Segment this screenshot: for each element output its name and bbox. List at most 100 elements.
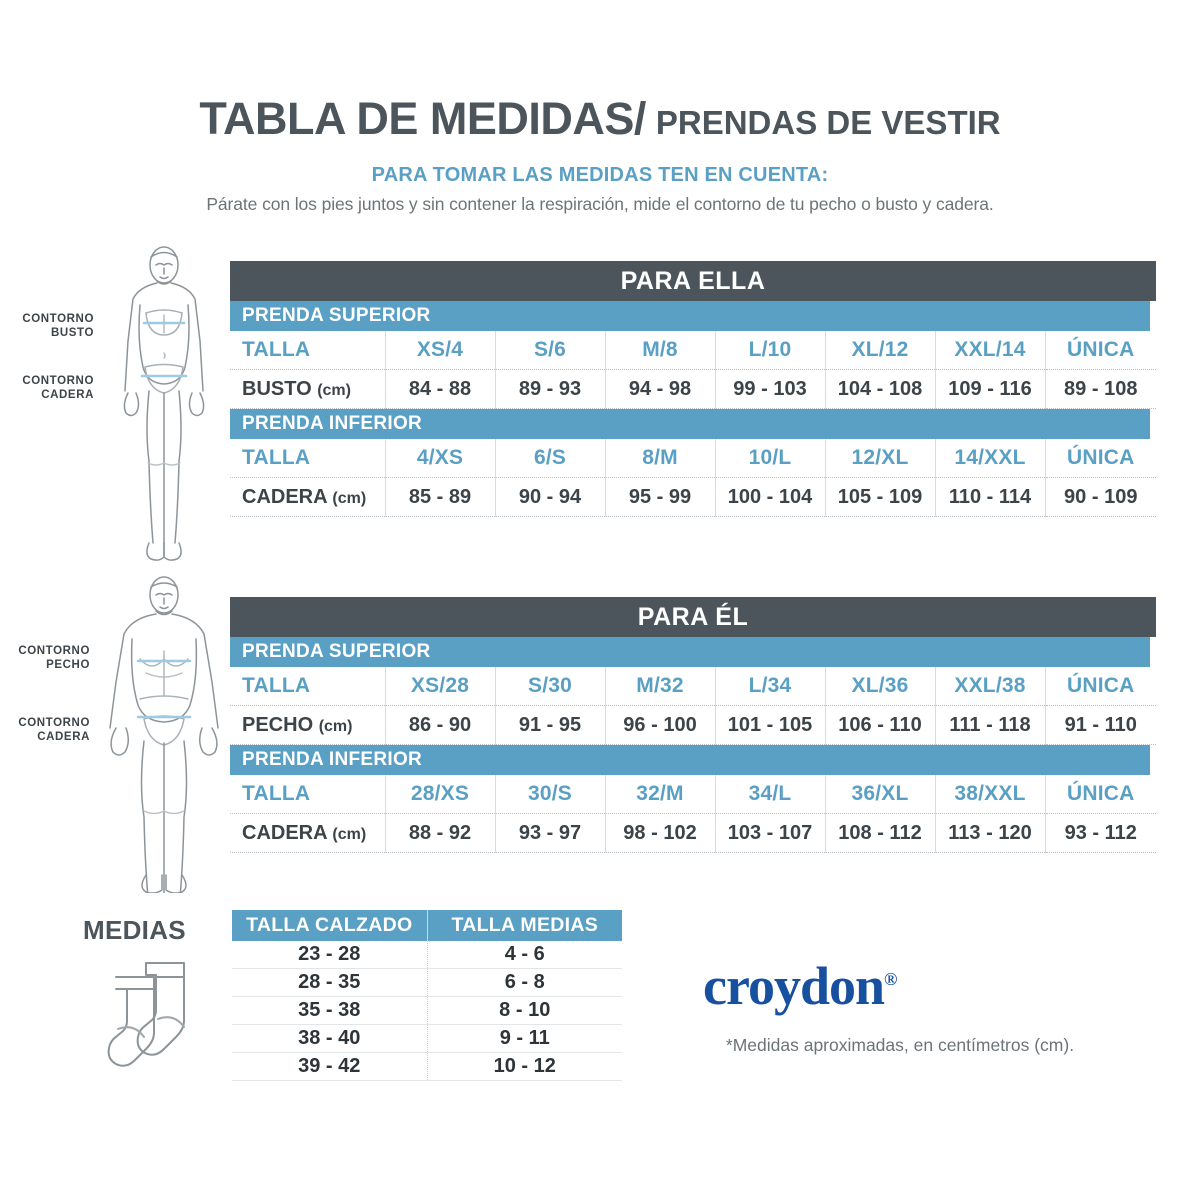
footnote-text: *Medidas aproximadas, en centímetros (cm… (725, 1035, 1075, 1055)
table-cell: 8/M (605, 439, 716, 478)
table-cell: 23 - 28 (232, 941, 428, 969)
table-cell: 4/XS (385, 439, 496, 478)
table-cell: L/10 (715, 331, 826, 370)
socks-icon-svg (107, 962, 185, 1067)
table-cell: 100 - 104 (715, 477, 826, 517)
table-cell: 98 - 102 (605, 813, 716, 853)
men-upper-section-label: PRENDA SUPERIOR (230, 637, 1150, 667)
table-row: 23 - 28 4 - 6 (232, 941, 622, 969)
table-cell: 39 - 42 (232, 1052, 428, 1081)
female-bust-label-line2: BUSTO (50, 327, 94, 340)
table-cell: 108 - 112 (825, 813, 936, 853)
page-title-sub: PRENDAS DE VESTIR (655, 104, 1001, 141)
men-size-table: PARA ÉL PRENDA SUPERIOR TALLA XS/28 S/30… (230, 597, 1156, 853)
men-table-title: PARA ÉL (230, 597, 1156, 637)
medias-header-row: TALLA CALZADO TALLA MEDIAS (232, 910, 622, 941)
table-cell: XS/28 (385, 667, 496, 706)
men-lower-meas-label: CADERA (cm) (230, 813, 386, 853)
table-cell: 38/XXL (935, 775, 1046, 814)
women-lower-grid: TALLA 4/XS 6/S 8/M 10/L 12/XL 14/XXL ÚNI… (230, 439, 1156, 517)
table-cell: 30/S (495, 775, 606, 814)
meas-name: BUSTO (242, 377, 312, 400)
table-cell: M/32 (605, 667, 716, 706)
table-cell: 8 - 10 (427, 996, 622, 1025)
table-cell: 9 - 11 (427, 1024, 622, 1053)
women-lower-meas-row: CADERA (cm) 85 - 89 90 - 94 95 - 99 100 … (230, 477, 1156, 517)
page-title-main: TABLA DE MEDIDAS/ (199, 93, 646, 144)
meas-unit: (cm) (318, 717, 353, 735)
men-lower-size-row: TALLA 28/XS 30/S 32/M 34/L 36/XL 38/XXL … (230, 775, 1156, 814)
instructions-subtitle: PARA TOMAR LAS MEDIDAS TEN EN CUENTA: (371, 164, 829, 186)
meas-name: CADERA (242, 821, 327, 844)
table-cell: 6/S (495, 439, 606, 478)
meas-name: CADERA (242, 485, 327, 508)
table-cell: 94 - 98 (605, 369, 716, 409)
table-cell: 95 - 99 (605, 477, 716, 517)
table-cell: XL/36 (825, 667, 936, 706)
men-lower-section-label: PRENDA INFERIOR (230, 745, 1150, 775)
table-cell: ÚNICA (1045, 667, 1156, 706)
registered-mark: ® (884, 969, 898, 989)
table-cell: 104 - 108 (825, 369, 936, 409)
female-body-figure (104, 243, 224, 563)
table-cell: 32/M (605, 775, 716, 814)
table-cell: 99 - 103 (715, 369, 826, 409)
croydon-wordmark: croydon (703, 956, 885, 1016)
meas-unit: (cm) (332, 489, 367, 507)
table-cell: ÚNICA (1045, 439, 1156, 478)
croydon-logo: croydon® (703, 955, 897, 1017)
male-body-figure (100, 573, 228, 898)
table-cell: 89 - 93 (495, 369, 606, 409)
table-row: 39 - 42 10 - 12 (232, 1052, 622, 1081)
table-cell: XXL/38 (935, 667, 1046, 706)
female-hip-label-line2: CADERA (41, 389, 94, 402)
table-cell: L/34 (715, 667, 826, 706)
men-upper-grid: TALLA XS/28 S/30 M/32 L/34 XL/36 XXL/38 … (230, 667, 1156, 745)
men-lower-size-label: TALLA (230, 775, 386, 814)
table-cell: 103 - 107 (715, 813, 826, 853)
female-bust-label-line1: CONTORNO (22, 313, 94, 325)
table-cell: 110 - 114 (935, 477, 1046, 517)
table-cell: XL/12 (825, 331, 936, 370)
table-cell: 93 - 97 (495, 813, 606, 853)
table-cell: 36/XL (825, 775, 936, 814)
table-cell: 101 - 105 (715, 705, 826, 745)
male-hip-label-line1: CONTORNO (18, 717, 90, 729)
meas-name: PECHO (242, 713, 314, 736)
table-cell: 35 - 38 (232, 996, 428, 1025)
male-hip-label-line2: CADERA (37, 731, 90, 744)
medias-col-header-calzado: TALLA CALZADO (232, 910, 428, 941)
men-upper-meas-label: PECHO (cm) (230, 705, 386, 745)
table-cell: 105 - 109 (825, 477, 936, 517)
table-cell: 86 - 90 (385, 705, 496, 745)
table-cell: 90 - 94 (495, 477, 606, 517)
men-lower-grid: TALLA 28/XS 30/S 32/M 34/L 36/XL 38/XXL … (230, 775, 1156, 853)
medias-col-header-medias: TALLA MEDIAS (451, 914, 599, 936)
page-title: TABLA DE MEDIDAS/ PRENDAS DE VESTIR (0, 96, 1200, 141)
table-cell: 88 - 92 (385, 813, 496, 853)
table-cell: 109 - 116 (935, 369, 1046, 409)
table-cell: 10/L (715, 439, 826, 478)
women-lower-section-label: PRENDA INFERIOR (230, 409, 1150, 439)
male-hip-label: CONTORNO CADERA (6, 716, 90, 745)
table-cell: 85 - 89 (385, 477, 496, 517)
table-cell: 34/L (715, 775, 826, 814)
women-size-table: PARA ELLA PRENDA SUPERIOR TALLA XS/4 S/6… (230, 261, 1156, 517)
table-cell: 111 - 118 (935, 705, 1046, 745)
female-hip-label-line1: CONTORNO (22, 375, 94, 387)
table-cell: 91 - 110 (1045, 705, 1156, 745)
women-upper-meas-row: BUSTO (cm) 84 - 88 89 - 93 94 - 98 99 - … (230, 369, 1156, 409)
women-upper-section-label: PRENDA SUPERIOR (230, 301, 1150, 331)
men-upper-size-label: TALLA (230, 667, 386, 706)
table-cell: ÚNICA (1045, 331, 1156, 370)
socks-icon (96, 955, 216, 1075)
table-cell: 93 - 112 (1045, 813, 1156, 853)
women-table-title: PARA ELLA (230, 261, 1156, 301)
meas-unit: (cm) (317, 381, 351, 399)
table-row: 35 - 38 8 - 10 (232, 996, 622, 1025)
table-cell: 12/XL (825, 439, 936, 478)
table-cell: 89 - 108 (1045, 369, 1156, 409)
instructions-description: Párate con los pies juntos y sin contene… (206, 194, 994, 214)
women-upper-meas-label: BUSTO (cm) (230, 369, 386, 409)
medias-grid: 23 - 28 4 - 6 28 - 35 6 - 8 35 - 38 8 - … (232, 941, 622, 1081)
